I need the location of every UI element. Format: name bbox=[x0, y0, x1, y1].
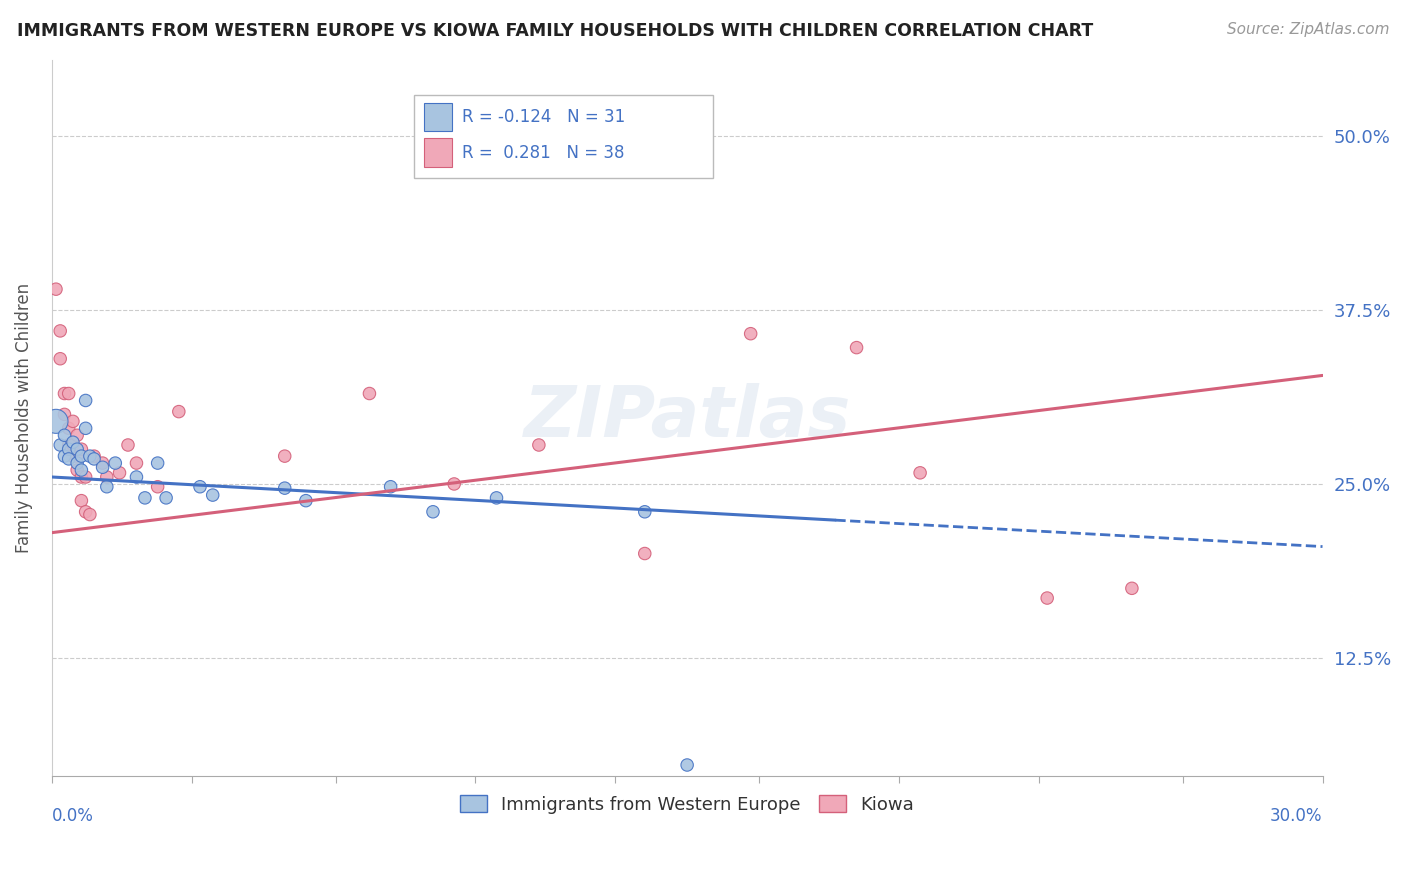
Point bbox=[58, 386, 80, 401]
Point bbox=[66, 456, 89, 470]
Point bbox=[70, 442, 93, 457]
Point bbox=[96, 480, 118, 494]
FancyBboxPatch shape bbox=[413, 95, 713, 178]
Point bbox=[62, 414, 84, 428]
Text: R = -0.124   N = 31: R = -0.124 N = 31 bbox=[463, 108, 626, 126]
Point bbox=[62, 438, 84, 452]
Point bbox=[443, 477, 465, 491]
Point bbox=[58, 438, 80, 452]
Point bbox=[62, 435, 84, 450]
Point bbox=[83, 449, 105, 463]
Point bbox=[845, 341, 868, 355]
Point bbox=[45, 282, 67, 296]
Point bbox=[79, 508, 101, 522]
Point bbox=[908, 466, 931, 480]
Point bbox=[62, 449, 84, 463]
Point bbox=[117, 438, 139, 452]
Point bbox=[125, 470, 148, 484]
Point bbox=[66, 442, 89, 457]
Point bbox=[676, 758, 699, 772]
Point bbox=[58, 451, 80, 466]
Point bbox=[53, 408, 76, 422]
Point bbox=[527, 438, 550, 452]
Point bbox=[96, 470, 118, 484]
Y-axis label: Family Households with Children: Family Households with Children bbox=[15, 283, 32, 553]
Point bbox=[75, 505, 97, 519]
Point bbox=[66, 449, 89, 463]
Point bbox=[274, 449, 297, 463]
Point bbox=[75, 393, 97, 408]
Point bbox=[70, 493, 93, 508]
Text: 0.0%: 0.0% bbox=[52, 806, 94, 825]
Point bbox=[134, 491, 156, 505]
Point bbox=[75, 421, 97, 435]
Point bbox=[188, 480, 211, 494]
Point bbox=[58, 421, 80, 435]
Point bbox=[70, 470, 93, 484]
Point bbox=[91, 460, 114, 475]
Point bbox=[155, 491, 177, 505]
Point bbox=[66, 428, 89, 442]
Point bbox=[359, 386, 381, 401]
Point bbox=[634, 547, 657, 561]
Point bbox=[740, 326, 762, 341]
Point bbox=[1036, 591, 1059, 605]
Point bbox=[634, 505, 657, 519]
Point bbox=[53, 428, 76, 442]
Point bbox=[104, 456, 127, 470]
Point bbox=[66, 463, 89, 477]
FancyBboxPatch shape bbox=[425, 103, 453, 131]
Point bbox=[485, 491, 508, 505]
Point bbox=[70, 449, 93, 463]
Text: Source: ZipAtlas.com: Source: ZipAtlas.com bbox=[1226, 22, 1389, 37]
FancyBboxPatch shape bbox=[425, 138, 453, 167]
Point bbox=[79, 449, 101, 463]
Point bbox=[83, 451, 105, 466]
Point bbox=[201, 488, 224, 502]
Point bbox=[125, 456, 148, 470]
Text: R =  0.281   N = 38: R = 0.281 N = 38 bbox=[463, 144, 624, 161]
Point bbox=[53, 386, 76, 401]
Point bbox=[91, 456, 114, 470]
Point bbox=[49, 351, 72, 366]
Point bbox=[274, 481, 297, 495]
Point bbox=[146, 480, 169, 494]
Point bbox=[45, 414, 67, 428]
Text: ZIPatlas: ZIPatlas bbox=[523, 384, 851, 452]
Point bbox=[422, 505, 444, 519]
Point bbox=[49, 324, 72, 338]
Point bbox=[108, 466, 131, 480]
Point bbox=[75, 470, 97, 484]
Point bbox=[167, 404, 190, 418]
Text: 30.0%: 30.0% bbox=[1270, 806, 1323, 825]
Point bbox=[70, 463, 93, 477]
Text: IMMIGRANTS FROM WESTERN EUROPE VS KIOWA FAMILY HOUSEHOLDS WITH CHILDREN CORRELAT: IMMIGRANTS FROM WESTERN EUROPE VS KIOWA … bbox=[17, 22, 1092, 40]
Point bbox=[53, 449, 76, 463]
Point bbox=[49, 438, 72, 452]
Point bbox=[1121, 582, 1143, 596]
Point bbox=[146, 456, 169, 470]
Point bbox=[295, 493, 318, 508]
Legend: Immigrants from Western Europe, Kiowa: Immigrants from Western Europe, Kiowa bbox=[453, 788, 921, 821]
Point bbox=[380, 480, 402, 494]
Point bbox=[58, 442, 80, 457]
